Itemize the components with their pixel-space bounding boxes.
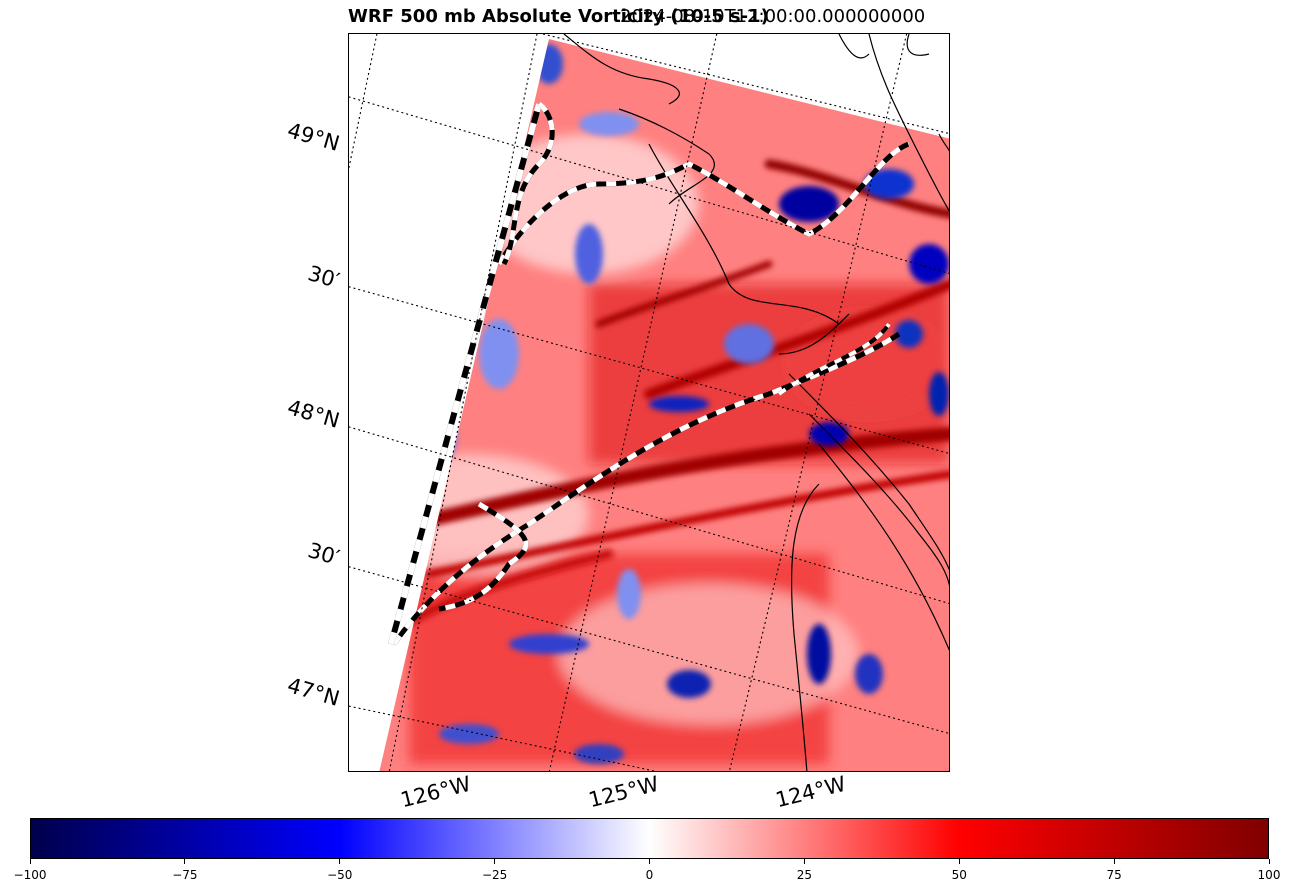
colorbar-tick-label: −75 — [172, 868, 198, 882]
map-title: WRF 500 mb Absolute Vorticity (10-5 s-1) — [348, 6, 769, 27]
vorticity-field — [349, 34, 949, 771]
valid-time: 2024-08-10T12:00:00.000000000 — [620, 6, 926, 27]
colorbar-tickmark — [29, 859, 31, 864]
colorbar-tick-label: −25 — [481, 868, 508, 882]
lat-label-4830: 30′ — [305, 261, 343, 293]
colorbar-tickmark — [1113, 859, 1115, 864]
coastline — [563, 34, 949, 771]
colorbar-tick-label: 0 — [645, 868, 654, 882]
colorbar-tickmark — [494, 859, 496, 864]
colorbar-tickmark — [339, 859, 341, 864]
colorbar-tick-label: −100 — [13, 868, 47, 882]
colorbar-tickmark — [649, 859, 650, 864]
colorbar-tickmark — [184, 859, 186, 864]
colorbar-tick-label: 25 — [796, 868, 813, 882]
lat-label-4730: 30′ — [305, 538, 343, 570]
lon-label-126w: 126°W — [398, 771, 474, 813]
colorbar-tick-label: 75 — [1106, 868, 1122, 882]
lon-label-125w: 125°W — [586, 771, 662, 813]
map-panel — [348, 33, 950, 772]
lat-label-48n: 48°N — [284, 395, 343, 433]
graticule — [349, 34, 949, 771]
colorbar-tick-label: −50 — [327, 868, 353, 882]
colorbar-tick-label: 50 — [951, 868, 967, 882]
colorbar — [30, 818, 1269, 859]
lat-label-49n: 49°N — [284, 118, 343, 156]
lat-label-47n: 47°N — [284, 673, 343, 711]
lon-label-124w: 124°W — [773, 771, 849, 813]
colorbar-tickmark — [803, 859, 805, 864]
colorbar-tickmark — [1268, 859, 1270, 864]
colorbar-tick-label: 100 — [1257, 868, 1281, 882]
contour-dashed — [388, 101, 910, 646]
colorbar-tickmark — [958, 859, 960, 864]
